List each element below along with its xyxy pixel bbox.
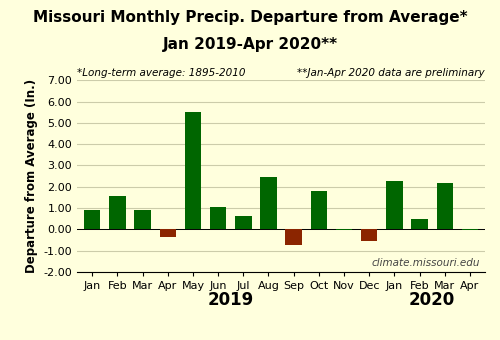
Bar bbox=[210, 207, 226, 230]
Bar bbox=[134, 209, 151, 230]
Bar bbox=[160, 230, 176, 237]
Text: Missouri Monthly Precip. Departure from Average*: Missouri Monthly Precip. Departure from … bbox=[32, 10, 468, 25]
Bar bbox=[260, 177, 276, 230]
Bar bbox=[412, 219, 428, 230]
Text: *Long-term average: 1895-2010: *Long-term average: 1895-2010 bbox=[77, 68, 245, 78]
Text: Jan 2019-Apr 2020**: Jan 2019-Apr 2020** bbox=[162, 37, 338, 52]
Bar bbox=[110, 196, 126, 230]
Bar bbox=[185, 112, 201, 230]
Bar bbox=[386, 181, 402, 230]
Text: 2020: 2020 bbox=[409, 291, 456, 309]
Bar bbox=[436, 183, 453, 230]
Text: 2019: 2019 bbox=[208, 291, 254, 309]
Bar bbox=[361, 230, 378, 241]
Bar bbox=[235, 216, 252, 230]
Bar bbox=[286, 230, 302, 245]
Y-axis label: Departure from Average (In.): Departure from Average (In.) bbox=[25, 79, 38, 273]
Bar bbox=[310, 191, 327, 230]
Text: climate.missouri.edu: climate.missouri.edu bbox=[372, 258, 480, 268]
Bar bbox=[84, 209, 100, 230]
Text: **Jan-Apr 2020 data are preliminary: **Jan-Apr 2020 data are preliminary bbox=[298, 68, 485, 78]
